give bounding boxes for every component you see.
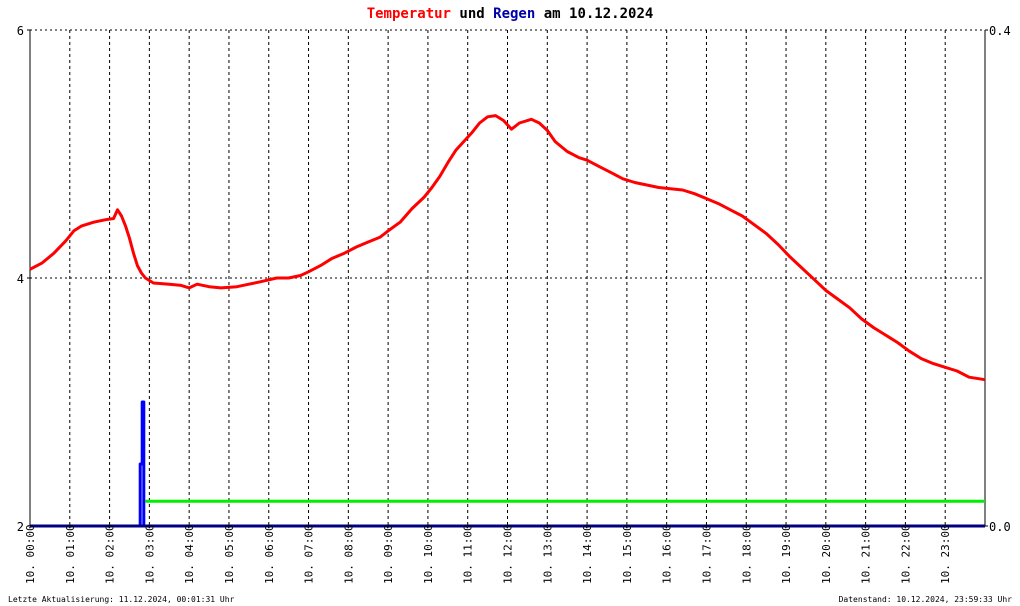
grid bbox=[30, 29, 985, 526]
tick-labels: 6 4 2 0.4 0.0 10. 00:00 10. 01:00 10. 02:00 10. … bbox=[17, 24, 1011, 584]
chart-title: Temperatur und Regen am 10.12.2024 bbox=[367, 6, 654, 22]
title-part: Regen bbox=[493, 6, 535, 22]
series-group bbox=[29, 114, 986, 528]
y-tick-label-right: 0.4 bbox=[989, 24, 1011, 38]
x-tick-label: 10. 04:00 bbox=[183, 524, 196, 584]
x-tick-label: 10. 18:00 bbox=[740, 524, 753, 584]
y-tick-label-left: 4 bbox=[17, 272, 24, 286]
x-tick-label: 10. 21:00 bbox=[860, 524, 873, 584]
x-tick-label: 10. 17:00 bbox=[700, 524, 713, 584]
x-tick-label: 10. 19:00 bbox=[780, 524, 793, 584]
x-tick-label: 10. 10:00 bbox=[422, 524, 435, 584]
x-tick-label: 10. 05:00 bbox=[223, 524, 236, 584]
x-tick-label: 10. 11:00 bbox=[462, 524, 475, 584]
x-tick-label: 10. 01:00 bbox=[64, 524, 77, 584]
x-tick-label: 10. 12:00 bbox=[502, 524, 515, 584]
x-tick-label: 10. 13:00 bbox=[541, 524, 554, 584]
x-tick-label: 10. 20:00 bbox=[820, 524, 833, 584]
x-tick-label: 10. 07:00 bbox=[303, 524, 316, 584]
title-part: am 10.12.2024 bbox=[535, 6, 653, 22]
footer-left: Letzte Aktualisierung: 11.12.2024, 00:01… bbox=[8, 595, 235, 604]
x-tick-label: 10. 00:00 bbox=[24, 524, 37, 584]
y-tick-label-right: 0.0 bbox=[989, 520, 1011, 534]
axes bbox=[27, 29, 988, 527]
footer-right: Datenstand: 10.12.2024, 23:59:33 Uhr bbox=[839, 595, 1013, 604]
x-tick-label: 10. 23:00 bbox=[939, 524, 952, 584]
title-part: und bbox=[451, 6, 493, 22]
x-tick-label: 10. 08:00 bbox=[342, 524, 355, 584]
x-tick-label: 10. 06:00 bbox=[263, 524, 276, 584]
x-tick-label: 10. 16:00 bbox=[661, 524, 674, 584]
series-line-1 bbox=[138, 400, 146, 526]
y-tick-label-left: 6 bbox=[17, 24, 24, 38]
title-part: Temperatur bbox=[367, 6, 451, 22]
series-line-0 bbox=[29, 114, 986, 382]
x-tick-label: 10. 03:00 bbox=[143, 524, 156, 584]
x-tick-label: 10. 14:00 bbox=[581, 524, 594, 584]
x-tick-label: 10. 09:00 bbox=[382, 524, 395, 584]
x-tick-label: 10. 15:00 bbox=[621, 524, 634, 584]
x-tick-label: 10. 02:00 bbox=[104, 524, 117, 584]
x-tick-label: 10. 22:00 bbox=[899, 524, 912, 584]
y-tick-label-left: 2 bbox=[17, 520, 24, 534]
